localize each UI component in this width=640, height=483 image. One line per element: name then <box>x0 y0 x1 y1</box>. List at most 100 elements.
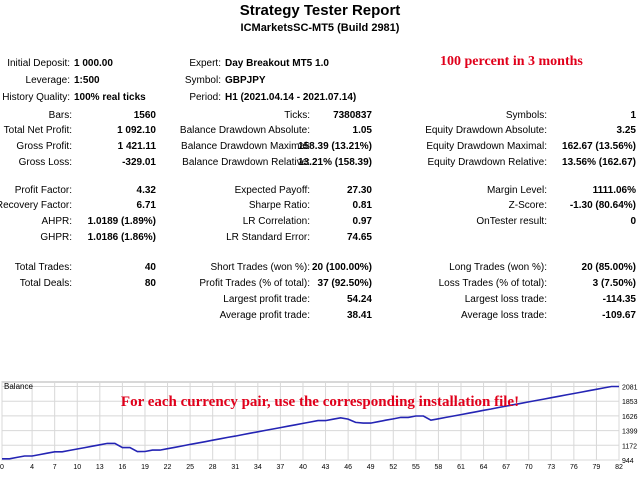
stat-value: 1 421.11 <box>117 141 156 152</box>
stat-value: 1 092.10 <box>117 125 156 136</box>
stat-label: History Quality: <box>2 92 70 103</box>
stat-label: Recovery Factor: <box>0 200 72 211</box>
stat-label: Leverage: <box>25 75 70 86</box>
stat-value: 20 (85.00%) <box>581 262 636 273</box>
stat-label: Balance Drawdown Absolute: <box>179 125 310 136</box>
stat-value: 27.30 <box>346 185 372 196</box>
stat-value: 1:500 <box>74 75 100 86</box>
stat-value: 3.25 <box>616 125 636 136</box>
stat-value: GBPJPY <box>225 75 266 86</box>
stat-label: Gross Loss: <box>18 157 72 168</box>
y-tick-label: 2081 <box>622 384 638 391</box>
x-tick-label: 0 <box>0 464 4 471</box>
balance-chart-title: Balance <box>4 382 33 391</box>
stat-label: GHPR: <box>40 232 72 243</box>
x-tick-label: 22 <box>164 464 172 471</box>
stat-value: 1 <box>630 110 636 121</box>
x-tick-label: 19 <box>141 464 149 471</box>
x-tick-label: 37 <box>277 464 285 471</box>
stat-label: Equity Drawdown Absolute: <box>425 125 547 136</box>
stat-value: 1.05 <box>352 125 372 136</box>
x-tick-label: 58 <box>435 464 443 471</box>
x-tick-label: 64 <box>480 464 488 471</box>
stat-label: Average loss trade: <box>461 310 547 321</box>
stat-value: 1.0189 (1.89%) <box>87 216 156 227</box>
stat-label: LR Correlation: <box>242 216 310 227</box>
stat-label: Total Net Profit: <box>3 125 72 136</box>
stat-value: 20 (100.00%) <box>311 262 372 273</box>
stat-value: 54.24 <box>346 294 372 305</box>
y-tick-label: 1399 <box>622 429 638 436</box>
stat-label: Long Trades (won %): <box>449 262 547 273</box>
stat-value: 80 <box>144 278 156 289</box>
stat-value: 6.71 <box>136 200 156 211</box>
stat-value: 0.97 <box>352 216 372 227</box>
x-tick-label: 79 <box>593 464 601 471</box>
stat-value: -114.35 <box>602 294 636 305</box>
stat-label: Symbols: <box>505 110 547 121</box>
promo-text: 100 percent in 3 months <box>440 54 583 69</box>
stat-value: 0.81 <box>352 200 372 211</box>
x-tick-label: 55 <box>412 464 420 471</box>
stat-label: Profit Factor: <box>14 185 72 196</box>
x-tick-label: 73 <box>547 464 555 471</box>
x-tick-label: 4 <box>30 464 34 471</box>
stat-value: Day Breakout MT5 1.0 <box>225 58 329 69</box>
stat-label: Ticks: <box>284 110 310 121</box>
stat-label: Equity Drawdown Maximal: <box>426 141 547 152</box>
stat-label: Largest loss trade: <box>464 294 547 305</box>
x-tick-label: 61 <box>457 464 465 471</box>
stat-label: AHPR: <box>41 216 72 227</box>
stat-value: -1.30 (80.64%) <box>569 200 636 211</box>
y-tick-label: 944 <box>622 458 634 465</box>
stat-label: Expert: <box>189 58 221 69</box>
stat-value: H1 (2021.04.14 - 2021.07.14) <box>225 92 357 103</box>
x-tick-label: 28 <box>209 464 217 471</box>
stat-value: 162.67 (13.56%) <box>562 141 636 152</box>
x-tick-label: 52 <box>389 464 397 471</box>
stat-label: Expected Payoff: <box>234 185 310 196</box>
x-tick-label: 70 <box>525 464 533 471</box>
stat-value: 100% real ticks <box>74 92 146 103</box>
stat-label: Profit Trades (% of total): <box>199 278 310 289</box>
stat-label: OnTester result: <box>476 216 547 227</box>
stat-value: 1560 <box>133 110 156 121</box>
server-build-subtitle: ICMarketsSC-MT5 (Build 2981) <box>240 22 400 34</box>
x-tick-label: 49 <box>367 464 375 471</box>
x-tick-label: 10 <box>73 464 81 471</box>
stat-value: 40 <box>144 262 156 273</box>
stat-value: 1.0186 (1.86%) <box>87 232 156 243</box>
stat-value: 7380837 <box>333 110 372 121</box>
stat-value: 13.21% (158.39) <box>298 157 372 168</box>
stat-label: Equity Drawdown Relative: <box>427 157 548 168</box>
stat-value: 38.41 <box>346 310 372 321</box>
stat-label: Short Trades (won %): <box>210 262 310 273</box>
stat-label: LR Standard Error: <box>226 232 310 243</box>
stat-label: Sharpe Ratio: <box>248 200 310 211</box>
stat-value: 1111.06% <box>592 185 636 196</box>
stat-label: Total Deals: <box>19 278 72 289</box>
stat-label: Largest profit trade: <box>223 294 310 305</box>
stat-label: Margin Level: <box>486 185 547 196</box>
x-tick-label: 25 <box>186 464 194 471</box>
x-tick-label: 82 <box>615 464 623 471</box>
y-tick-label: 1626 <box>622 414 638 421</box>
chart-message: For each currency pair, use the correspo… <box>120 394 520 410</box>
x-tick-label: 31 <box>231 464 239 471</box>
stat-label: Average profit trade: <box>219 310 310 321</box>
x-tick-label: 67 <box>502 464 510 471</box>
balance-chart-svg: 944 1172 1399 1626 1853 2081 0 4 7 10 13 16 19 22 25 28… <box>0 381 638 471</box>
y-tick-label: 1853 <box>622 399 638 406</box>
stat-label: Balance Drawdown Relative: <box>182 157 310 168</box>
x-tick-label: 46 <box>344 464 352 471</box>
balance-line <box>2 385 619 460</box>
stat-label: Symbol: <box>184 75 221 86</box>
stat-value: 1 000.00 <box>74 58 113 69</box>
x-tick-label: 34 <box>254 464 262 471</box>
stat-label: Z-Score: <box>508 200 547 211</box>
x-tick-label: 43 <box>322 464 330 471</box>
x-tick-label: 13 <box>96 464 104 471</box>
stat-value: 158.39 (13.21%) <box>298 141 372 152</box>
stat-value: 13.56% (162.67) <box>562 157 636 168</box>
stat-label: Loss Trades (% of total): <box>438 278 547 289</box>
